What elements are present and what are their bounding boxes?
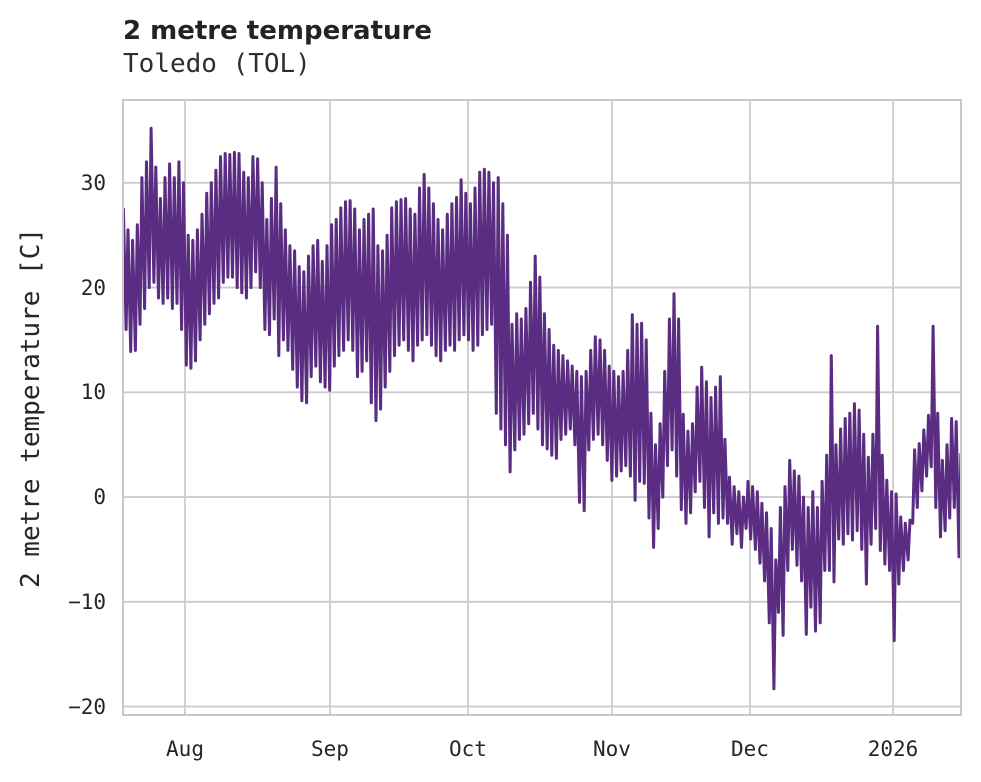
x-tick-label: Nov: [593, 737, 631, 761]
y-tick-label: 0: [93, 485, 106, 510]
chart-subtitle: Toledo (TOL): [123, 49, 311, 79]
temperature-line: [122, 126, 962, 691]
y-tick-label: 10: [80, 380, 106, 405]
y-tick-label: −10: [68, 589, 106, 614]
x-tick-label: Dec: [731, 737, 769, 761]
y-tick-label: 30: [80, 170, 106, 195]
x-tick-label: Sep: [311, 737, 349, 761]
plot-border: [122, 99, 962, 716]
chart-title: 2 metre temperature: [123, 16, 432, 46]
y-tick-label: 20: [80, 275, 106, 300]
y-tick-label: −20: [68, 694, 106, 719]
x-tick-label: 2026: [867, 737, 919, 761]
plot-area: [122, 99, 962, 716]
x-tick-label: Aug: [166, 737, 204, 761]
x-tick-label: Oct: [449, 737, 487, 761]
